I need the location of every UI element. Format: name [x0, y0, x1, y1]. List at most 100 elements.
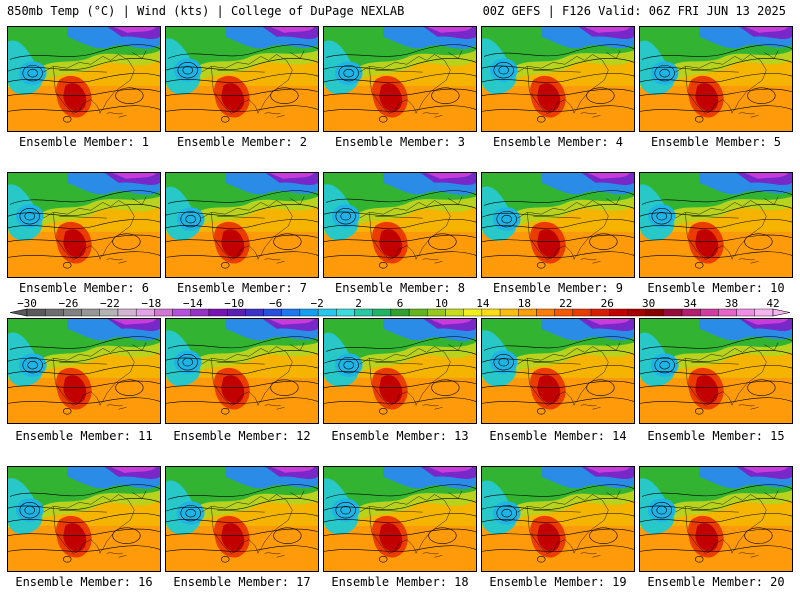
ensemble-map-panel [639, 172, 793, 278]
ensemble-map-panel [7, 466, 161, 572]
colorbar-cell [627, 308, 646, 317]
colorbar-left-arrow [9, 308, 28, 317]
colorbar-tick-label: −14 [183, 297, 203, 310]
colorbar-tick-label: 14 [476, 297, 490, 310]
colorbar-cell [245, 308, 264, 317]
colorbar-cell [172, 308, 191, 317]
ensemble-member-label: Ensemble Member: 2 [176, 135, 308, 149]
colorbar-tick-label: −26 [59, 297, 79, 310]
colorbar-tick-label: 18 [518, 297, 531, 310]
ensemble-member-label: Ensemble Member: 1 [18, 135, 150, 149]
header-title-left: 850mb Temp (°C) | Wind (kts) | College o… [7, 4, 405, 18]
colorbar-cell [554, 308, 574, 317]
colorbar-cell [190, 308, 210, 317]
colorbar-cell [44, 308, 64, 317]
ensemble-member-label: Ensemble Member: 19 [489, 575, 627, 589]
ensemble-map-panel [481, 318, 635, 424]
ensemble-member-label: Ensemble Member: 9 [492, 281, 624, 295]
colorbar-tick-label: 26 [601, 297, 614, 310]
ensemble-map-panel [7, 318, 161, 424]
ensemble-map-panel [323, 318, 477, 424]
colorbar-cell [754, 308, 774, 317]
ensemble-member-label: Ensemble Member: 12 [173, 429, 311, 443]
ensemble-member-label: Ensemble Member: 6 [18, 281, 150, 295]
ensemble-member-label: Ensemble Member: 10 [647, 281, 785, 295]
ensemble-map-panel [481, 466, 635, 572]
ensemble-member-label: Ensemble Member: 5 [650, 135, 782, 149]
colorbar-tick-label: −30 [17, 297, 37, 310]
ensemble-map-panel [323, 466, 477, 572]
colorbar-cell [354, 308, 373, 317]
colorbar-tick-label: 22 [559, 297, 572, 310]
ensemble-member-label: Ensemble Member: 14 [489, 429, 627, 443]
ensemble-member-label: Ensemble Member: 11 [15, 429, 153, 443]
colorbar-cell [208, 308, 228, 317]
ensemble-member-label: Ensemble Member: 4 [492, 135, 624, 149]
colorbar-cell [590, 308, 610, 317]
ensemble-member-label: Ensemble Member: 16 [15, 575, 153, 589]
colorbar-cell [135, 308, 155, 317]
colorbar-cell [700, 308, 719, 317]
colorbar-tick-label: 10 [435, 297, 448, 310]
ensemble-map-panel [323, 26, 477, 132]
colorbar-tick-label: −2 [310, 297, 323, 310]
ensemble-member-label: Ensemble Member: 3 [334, 135, 466, 149]
ensemble-map-panel [165, 172, 319, 278]
colorbar-cell [609, 308, 628, 317]
colorbar-tick-label: 38 [725, 297, 738, 310]
colorbar-cell [445, 308, 464, 317]
ensemble-map-panel [639, 466, 793, 572]
colorbar-cell [681, 308, 701, 317]
ensemble-member-label: Ensemble Member: 13 [331, 429, 469, 443]
ensemble-map-panel [165, 318, 319, 424]
ensemble-map-panel [639, 26, 793, 132]
colorbar-tick-label: 2 [355, 297, 362, 310]
colorbar-cell [536, 308, 555, 317]
ensemble-member-label: Ensemble Member: 7 [176, 281, 308, 295]
colorbar-cell [663, 308, 683, 317]
colorbar-cell [281, 308, 301, 317]
colorbar-cell [499, 308, 519, 317]
ensemble-map-panel [165, 466, 319, 572]
colorbar-tick-label: −22 [100, 297, 120, 310]
colorbar-cell [645, 308, 665, 317]
colorbar-cell [718, 308, 737, 317]
colorbar-cell [317, 308, 337, 317]
colorbar-cell [117, 308, 137, 317]
colorbar-right-arrow [772, 308, 791, 317]
colorbar-tick-label: 42 [766, 297, 779, 310]
ensemble-map-panel [165, 26, 319, 132]
colorbar-cell [390, 308, 410, 317]
colorbar-cell [263, 308, 282, 317]
colorbar-cell [518, 308, 537, 317]
colorbar-cell [154, 308, 173, 317]
colorbar-tick-label: −18 [141, 297, 161, 310]
colorbar-cell [299, 308, 319, 317]
colorbar-tick-label: −10 [224, 297, 244, 310]
temperature-colorbar: −30 −26 −22 −18 −14 −10 −6 −2 2 6 10 14 18 22 26 30 34 38… [5, 297, 795, 321]
ensemble-member-label: Ensemble Member: 8 [334, 281, 466, 295]
colorbar-cell [481, 308, 501, 317]
colorbar-tick-label: −6 [269, 297, 282, 310]
colorbar-cell [26, 308, 46, 317]
colorbar-cell [99, 308, 119, 317]
colorbar-tick-label: 34 [683, 297, 697, 310]
ensemble-map-panel [481, 172, 635, 278]
colorbar-cell [736, 308, 756, 317]
header-title-right: 00Z GEFS | F126 Valid: 06Z FRI JUN 13 20… [482, 4, 786, 18]
colorbar-cell [226, 308, 246, 317]
colorbar-tick-label: 30 [642, 297, 655, 310]
ensemble-member-label: Ensemble Member: 17 [173, 575, 311, 589]
ensemble-map-panel [323, 172, 477, 278]
colorbar-cell [372, 308, 392, 317]
ensemble-map-panel [7, 172, 161, 278]
colorbar-cell [572, 308, 592, 317]
ensemble-map-panel [7, 26, 161, 132]
colorbar-cell [463, 308, 483, 317]
ensemble-member-label: Ensemble Member: 18 [331, 575, 469, 589]
ensemble-member-label: Ensemble Member: 15 [647, 429, 785, 443]
colorbar-cell [336, 308, 355, 317]
colorbar-tick-label: 6 [397, 297, 404, 310]
ensemble-map-panel [481, 26, 635, 132]
colorbar-cell [408, 308, 428, 317]
